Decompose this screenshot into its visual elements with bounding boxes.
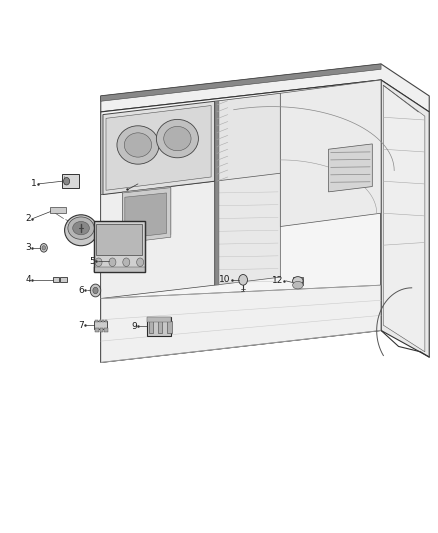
Bar [293,277,303,285]
Bar [104,328,108,332]
Bar [167,321,172,333]
Polygon shape [123,187,171,241]
Ellipse shape [65,215,97,246]
Circle shape [64,177,70,185]
Text: 9: 9 [131,322,137,330]
Text: 6: 6 [79,286,85,295]
Text: 3: 3 [25,244,31,252]
Bar [53,277,59,282]
Bar [102,320,104,322]
Bar [94,321,107,329]
Circle shape [109,258,116,266]
Ellipse shape [293,281,303,289]
Polygon shape [101,181,215,298]
Text: 12: 12 [272,277,283,285]
Text: 4: 4 [25,276,31,284]
Polygon shape [215,173,280,285]
Polygon shape [101,80,381,362]
Circle shape [239,274,247,285]
Polygon shape [125,193,166,238]
Polygon shape [106,106,211,190]
Ellipse shape [73,222,89,235]
Ellipse shape [293,277,303,285]
Bar [94,221,145,272]
Circle shape [123,258,130,266]
Bar [149,321,153,333]
Polygon shape [215,93,280,189]
Circle shape [42,246,46,250]
Text: 10: 10 [219,276,231,284]
Ellipse shape [156,119,198,158]
Bar [99,320,101,322]
Bar [100,328,103,332]
Polygon shape [328,144,372,192]
Text: 7: 7 [78,321,84,329]
Polygon shape [215,101,219,285]
Circle shape [90,284,101,297]
Bar [94,266,145,272]
Text: 14: 14 [114,185,126,193]
Circle shape [95,258,102,266]
Circle shape [40,244,47,252]
Polygon shape [101,64,381,101]
Bar [96,224,142,255]
Text: 1: 1 [31,180,37,188]
Circle shape [137,258,144,266]
Polygon shape [123,188,171,243]
Bar [60,277,67,282]
Circle shape [93,287,98,294]
Bar [105,320,107,322]
Polygon shape [280,80,381,227]
Polygon shape [383,85,425,352]
Ellipse shape [164,126,191,151]
Bar [62,174,79,188]
Bar [147,317,171,322]
Text: 5: 5 [90,257,95,265]
Polygon shape [103,101,215,195]
Polygon shape [101,285,381,362]
Bar [95,328,99,332]
Polygon shape [101,64,429,112]
Polygon shape [381,80,429,357]
Bar [95,320,98,322]
Bar [50,207,66,213]
Ellipse shape [124,133,152,157]
Bar [158,321,162,333]
Text: 2: 2 [25,214,31,223]
Ellipse shape [117,126,159,164]
Ellipse shape [68,217,94,239]
Bar [147,317,171,336]
